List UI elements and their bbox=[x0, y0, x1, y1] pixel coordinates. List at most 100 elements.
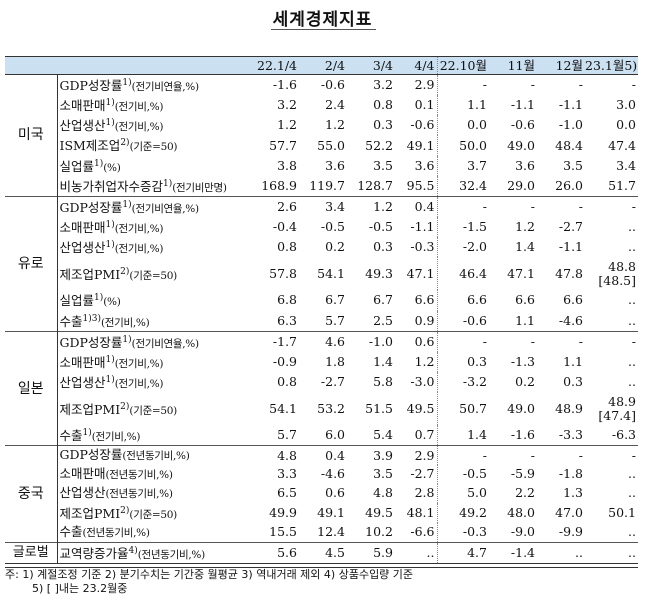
footnote-marker: 1) bbox=[105, 354, 115, 365]
header-q1: 22.1/4 bbox=[247, 56, 299, 75]
value-cell: - bbox=[585, 330, 638, 352]
indicator-name: GDP성장률 bbox=[59, 78, 123, 94]
indicator-unit: (기준=50) bbox=[129, 509, 177, 521]
value-cell: -1.6 bbox=[510, 427, 535, 443]
header-indicator bbox=[57, 56, 247, 75]
value-cell: 0.0 bbox=[616, 117, 636, 133]
value-cell: 0.3 bbox=[373, 239, 393, 255]
value-cell: -1.1 bbox=[510, 97, 535, 113]
indicator-label: 소매판매1)(전기비,%) bbox=[57, 217, 247, 237]
value-cell: -3.2 bbox=[436, 372, 489, 393]
indicator-name: 소매판매 bbox=[59, 98, 106, 114]
table-row-global: 글로벌 교역량증가율4)(전년동기비,%) 5.6 4.5 5.9.. 4.7 -1.4..… bbox=[5, 541, 638, 564]
value-cell: 6.6 bbox=[436, 290, 489, 311]
value-cell: 0.3 bbox=[373, 117, 393, 133]
value-cell: -0.5 bbox=[320, 219, 345, 235]
indicator-label: 교역량증가율4)(전년동기비,%) bbox=[57, 541, 247, 564]
indicator-label: 수출1)3)(전기비,%) bbox=[57, 311, 247, 332]
value-cell: 0.6 bbox=[395, 330, 437, 352]
value-cell: 0.4 bbox=[395, 195, 437, 218]
value-cell: 51.5 bbox=[365, 400, 393, 416]
indicator-unit: (전기비,%) bbox=[114, 358, 164, 371]
value-cell: 3.2 bbox=[347, 74, 395, 96]
value-cell: -0.9 bbox=[272, 353, 297, 369]
value-cell: 4.8 bbox=[373, 485, 393, 501]
table-row: 소매판매1)(전기비,%) 3.2 2.4 0.8 0.1 1.1 -1.1 -1.1 3.0 bbox=[5, 95, 638, 116]
value-cell: 2.2 bbox=[515, 485, 535, 501]
value-cell: 2.9 bbox=[395, 74, 437, 96]
value-cell: -9.9 bbox=[558, 524, 583, 540]
value-cell: -2.7 bbox=[410, 466, 435, 482]
value-cell: -2.0 bbox=[436, 237, 489, 258]
table-row: 소매판매1)(전기비,%) -0.9 1.8 1.4 1.2 0.3 -1.3 1.1.. bbox=[5, 351, 638, 373]
value-cell: 3.6 bbox=[414, 157, 435, 173]
indicator-name: GDP성장률 bbox=[59, 334, 123, 350]
value-cell: 2.9 bbox=[395, 445, 437, 465]
indicator-name: 산업생산 bbox=[59, 240, 106, 256]
value-cell: .. bbox=[628, 312, 636, 328]
value-cell: -1.6 bbox=[247, 74, 299, 96]
value-cell: - bbox=[436, 195, 489, 218]
value-cell: 49.1 bbox=[317, 504, 345, 520]
indicator-unit: (전기비만명) bbox=[172, 181, 227, 194]
value-cell: -0.5 bbox=[436, 464, 489, 484]
country-label: 미국 bbox=[5, 74, 58, 197]
value-cell: 54.1 bbox=[269, 400, 297, 416]
value-bracket: [48.5] bbox=[598, 272, 636, 288]
value-cell: - bbox=[436, 445, 489, 465]
value-cell: 47.4 bbox=[608, 137, 636, 153]
value-cell: .. bbox=[628, 239, 636, 255]
value-cell: 3.6 bbox=[515, 157, 535, 173]
header-dec: 12월 bbox=[537, 56, 585, 75]
value-cell: 1.2 bbox=[515, 219, 535, 235]
table-row: 산업생산(전년동기비,%) 6.5 0.6 4.8 2.8 5.0 2.2 1.3.. bbox=[5, 483, 638, 503]
indicator-unit: (%) bbox=[103, 296, 121, 309]
value-cell: 48.1 bbox=[406, 504, 435, 520]
value-cell: 0.0 bbox=[436, 115, 489, 136]
value-cell: - bbox=[537, 74, 585, 96]
footnote-line-1: 주: 1) 계절조정 기준 2) 분기수치는 기간중 월평균 3) 역내거래 제… bbox=[5, 568, 414, 581]
value-cell: - bbox=[489, 330, 537, 352]
value-cell: 1.8 bbox=[325, 353, 345, 369]
value-cell: -0.6 bbox=[410, 117, 435, 133]
indicator-unit: (전년동기비,%) bbox=[105, 468, 173, 481]
table-row: 소매판매1)(전기비,%) -0.4 -0.5 -0.5 -1.1 -1.5 1.2 -2.7… bbox=[5, 217, 638, 238]
value-cell: 47.8 bbox=[555, 265, 583, 281]
value-cell: -3.3 bbox=[558, 427, 583, 443]
table-row: 제조업PMI2)(기준=50) 57.8 54.1 49.3 47.1 46.4 47.1 4… bbox=[5, 257, 638, 291]
indicator-name: 실업률 bbox=[59, 293, 95, 309]
value-cell: - bbox=[585, 74, 638, 96]
value-main: 48.9 bbox=[608, 393, 636, 409]
value-cell: 48.0 bbox=[507, 504, 535, 520]
indicator-unit: (기준=50) bbox=[129, 404, 177, 417]
indicator-label: 제조업PMI2)(기준=50) bbox=[57, 503, 247, 523]
indicator-unit: (기준=50) bbox=[129, 269, 177, 282]
footnote-marker: 1) bbox=[105, 98, 115, 109]
value-cell: -1.8 bbox=[558, 466, 583, 482]
value-cell: .. bbox=[628, 466, 636, 482]
value-cell: -1.1 bbox=[410, 219, 435, 235]
value-cell: 2.6 bbox=[247, 195, 299, 218]
value-cell: 53.2 bbox=[317, 400, 345, 416]
value-cell: 168.9 bbox=[261, 177, 297, 193]
value-cell: 57.7 bbox=[269, 137, 297, 153]
value-cell: 3.5 bbox=[373, 466, 393, 482]
footnote-marker: 2) bbox=[120, 266, 130, 277]
footnote-marker: 2) bbox=[120, 401, 130, 412]
value-cell: 6.7 bbox=[325, 292, 345, 308]
table-row: 제조업PMI2)(기준=50) 49.9 49.1 49.5 48.1 49.2 48.0 4… bbox=[5, 502, 638, 523]
header-q3: 3/4 bbox=[347, 56, 395, 75]
table-row: 유로 GDP성장률1)(전기비연율,%) 2.6 3.4 1.2 0.4- - - - bbox=[5, 195, 638, 332]
value-cell: - bbox=[537, 445, 585, 465]
country-label: 일본 bbox=[5, 330, 58, 446]
footnote-marker: 1) bbox=[122, 199, 132, 210]
value-cell: 47.1 bbox=[507, 265, 535, 281]
value-cell: 1.1 bbox=[436, 95, 489, 116]
indicator-name: 비농가취업자수증감 bbox=[59, 178, 164, 194]
table-row: 제조업PMI2)(기준=50) 54.1 53.2 51.5 49.5 50.7 49.0 4… bbox=[5, 392, 638, 426]
value-cell: 49.3 bbox=[365, 265, 393, 281]
value-cell: 1.1 bbox=[563, 353, 583, 369]
indicator-unit: (전기비,%) bbox=[101, 316, 150, 329]
value-cell: 47.1 bbox=[406, 265, 435, 281]
value-cell: 2.4 bbox=[325, 97, 345, 113]
